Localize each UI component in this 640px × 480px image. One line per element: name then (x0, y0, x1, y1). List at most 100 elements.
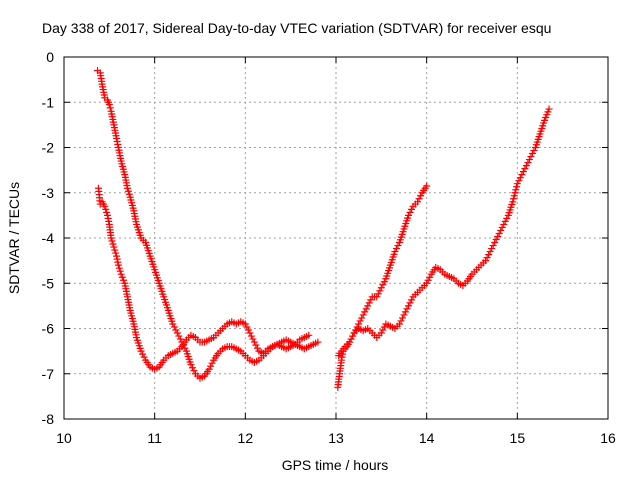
data-point (106, 104, 114, 112)
data-point (406, 208, 414, 216)
data-point (190, 367, 198, 375)
data-point (509, 198, 517, 206)
data-point (522, 162, 530, 170)
data-point (392, 245, 400, 253)
data-point (137, 347, 145, 355)
data-point (519, 168, 527, 176)
data-point (120, 276, 128, 284)
data-point (405, 302, 413, 310)
data-point (346, 338, 354, 346)
data-point (397, 317, 405, 325)
series-4 (335, 105, 553, 360)
data-point (358, 314, 366, 322)
data-point (113, 255, 121, 263)
data-point (114, 258, 122, 266)
data-point (516, 174, 524, 182)
y-tick-label: -3 (42, 185, 55, 201)
data-point (510, 192, 518, 200)
data-point (402, 308, 410, 316)
data-point (116, 267, 124, 275)
data-point (110, 243, 118, 251)
data-point (253, 344, 261, 352)
data-point (111, 246, 119, 254)
data-point (305, 331, 313, 339)
data-point (376, 287, 384, 295)
data-point (524, 159, 532, 167)
data-point (415, 195, 423, 203)
data-point (482, 257, 490, 265)
data-point (379, 326, 387, 334)
data-point (525, 156, 533, 164)
series-2 (94, 184, 313, 373)
data-point (173, 329, 181, 337)
data-point (246, 329, 254, 337)
data-point (377, 284, 385, 292)
data-point (398, 314, 406, 322)
data-point (108, 237, 116, 245)
data-point (205, 365, 213, 373)
data-point (353, 323, 361, 331)
data-point (125, 190, 133, 198)
data-point (379, 281, 387, 289)
data-point (400, 311, 408, 319)
data-point (503, 214, 511, 222)
data-point (494, 232, 502, 240)
data-point (188, 364, 196, 372)
data-point (498, 223, 506, 231)
data-point (521, 165, 529, 173)
data-point (109, 240, 117, 248)
data-point (486, 248, 494, 256)
data-point (252, 341, 260, 349)
data-point (513, 180, 521, 188)
data-point (380, 323, 388, 331)
data-point (530, 147, 538, 155)
data-point (102, 205, 110, 213)
x-tick-label: 12 (238, 430, 254, 446)
data-point (170, 323, 178, 331)
data-point (139, 350, 147, 358)
data-point (426, 273, 434, 281)
data-point (492, 236, 500, 244)
data-point (104, 214, 112, 222)
data-point (107, 234, 115, 242)
data-point (113, 252, 121, 260)
data-point (377, 329, 385, 337)
y-tick-label: -7 (42, 366, 55, 382)
data-point (207, 362, 215, 370)
data-point (104, 211, 112, 219)
data-point (349, 332, 357, 340)
grid-lines (64, 57, 608, 419)
chart-title: Day 338 of 2017, Sidereal Day-to-day VTE… (42, 20, 551, 36)
data-point (359, 311, 367, 319)
data-point (423, 182, 431, 190)
data-point (489, 242, 497, 250)
data-point (518, 171, 526, 179)
data-point (113, 134, 121, 142)
data-point (115, 264, 123, 272)
x-tick-label: 11 (147, 430, 162, 446)
axis-ticks (63, 56, 609, 420)
data-point (510, 195, 518, 203)
data-point (513, 183, 521, 191)
data-point (511, 189, 519, 197)
data-point (243, 323, 251, 331)
data-point (488, 245, 496, 253)
data-point (338, 353, 346, 361)
data-point (249, 335, 257, 343)
data-point (101, 202, 109, 210)
data-point (103, 208, 111, 216)
data-point (373, 293, 381, 301)
y-tick-label: -8 (42, 411, 55, 427)
data-point (380, 278, 388, 286)
data-point (500, 220, 508, 228)
data-point (175, 332, 183, 340)
data-point (395, 320, 403, 328)
data-point (423, 279, 431, 287)
x-tick-label: 16 (600, 430, 616, 446)
data-point (347, 335, 355, 343)
data-point (187, 361, 195, 369)
data-point (361, 308, 369, 316)
data-point (414, 198, 422, 206)
data-point (527, 153, 535, 161)
